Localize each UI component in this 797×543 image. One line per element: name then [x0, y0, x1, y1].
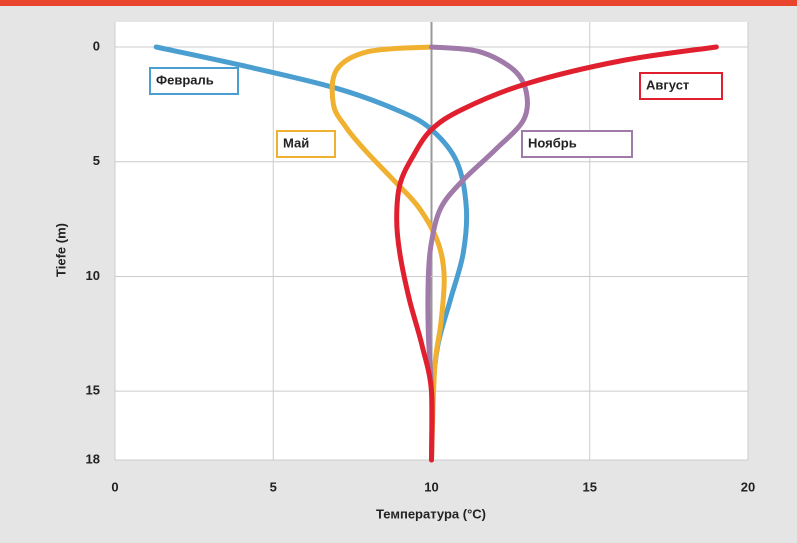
legend-label: Февраль	[156, 72, 214, 87]
header-band	[0, 0, 797, 6]
y-tick-label: 0	[93, 38, 100, 53]
x-tick-label: 5	[270, 479, 277, 494]
y-tick-label: 10	[86, 268, 100, 283]
y-tick-label: 18	[86, 451, 100, 466]
legend-box	[149, 67, 239, 95]
y-tick-label: 15	[86, 383, 100, 398]
x-tick-label: 0	[111, 479, 118, 494]
legend-label: Август	[646, 77, 689, 92]
series-line	[425, 44, 531, 463]
legend-label: Май	[283, 135, 309, 150]
x-axis-label: Температура (°C)	[376, 506, 486, 521]
legend-box	[276, 130, 336, 158]
x-tick-label: 15	[583, 479, 597, 494]
y-axis-label: Tiefe (m)	[53, 223, 68, 277]
x-tick-label: 10	[424, 479, 438, 494]
series-line	[394, 44, 719, 463]
legend-box	[639, 72, 723, 100]
legend-label: Ноябрь	[528, 135, 577, 150]
y-tick-label: 5	[93, 153, 100, 168]
series-line	[329, 44, 447, 463]
x-tick-label: 20	[741, 479, 755, 494]
legend-box	[521, 130, 633, 158]
